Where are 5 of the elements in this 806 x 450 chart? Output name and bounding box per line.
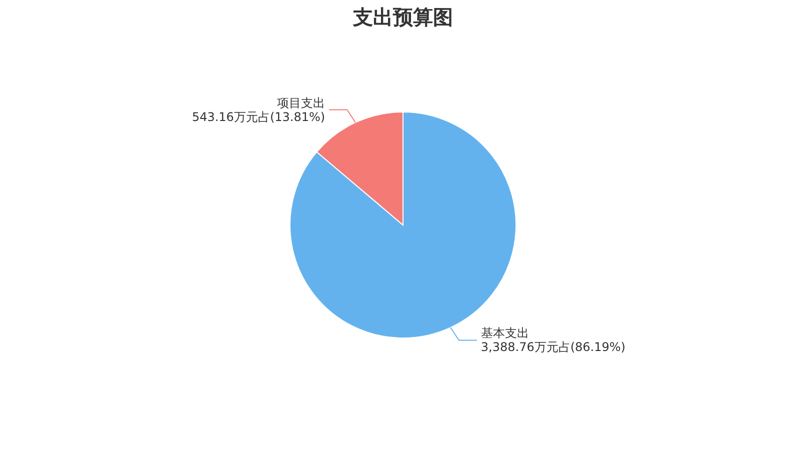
data-label: 543.16万元占(13.81%) — [192, 110, 326, 124]
data-label: 3,388.76万元占(86.19%) — [480, 340, 626, 354]
slice-label: 项目支出 — [277, 96, 326, 110]
chart-title: 支出预算图 — [352, 5, 453, 29]
slice-label: 基本支出 — [480, 326, 529, 340]
